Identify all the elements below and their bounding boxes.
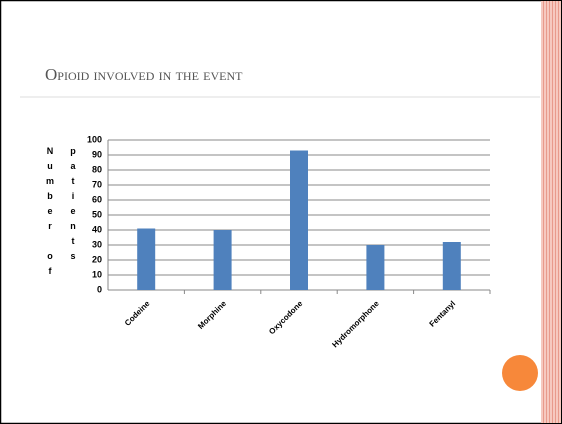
chart-title: Opioid involved in the event xyxy=(45,65,243,84)
x-tick-label: Hydromorphone xyxy=(330,299,381,350)
bar xyxy=(366,245,385,290)
decor-circle xyxy=(502,355,538,391)
x-tick-label: Codeine xyxy=(123,299,152,328)
y-tick-label: 0 xyxy=(97,284,102,294)
bar xyxy=(290,150,308,290)
x-tick-label: Oxycodone xyxy=(267,299,305,337)
y-tick-label: 80 xyxy=(92,164,102,174)
y-tick-label: 60 xyxy=(92,194,102,204)
y-tick-label: 40 xyxy=(92,224,102,234)
y-tick-label: 20 xyxy=(92,254,102,264)
bar xyxy=(213,230,232,290)
y-tick-label: 50 xyxy=(92,209,102,219)
y-tick-label: 30 xyxy=(92,239,102,249)
y-tick-label: 90 xyxy=(92,149,102,159)
y-tick-label: 10 xyxy=(92,269,102,279)
bar xyxy=(137,228,156,290)
y-tick-label: 70 xyxy=(92,179,102,189)
side-band xyxy=(541,1,561,423)
y-tick-label: 100 xyxy=(87,134,102,144)
x-tick-label: Morphine xyxy=(196,299,228,331)
y-axis-label: Number of patients xyxy=(45,146,78,281)
bar xyxy=(442,242,461,290)
x-tick-label: Fentanyl xyxy=(428,299,458,329)
